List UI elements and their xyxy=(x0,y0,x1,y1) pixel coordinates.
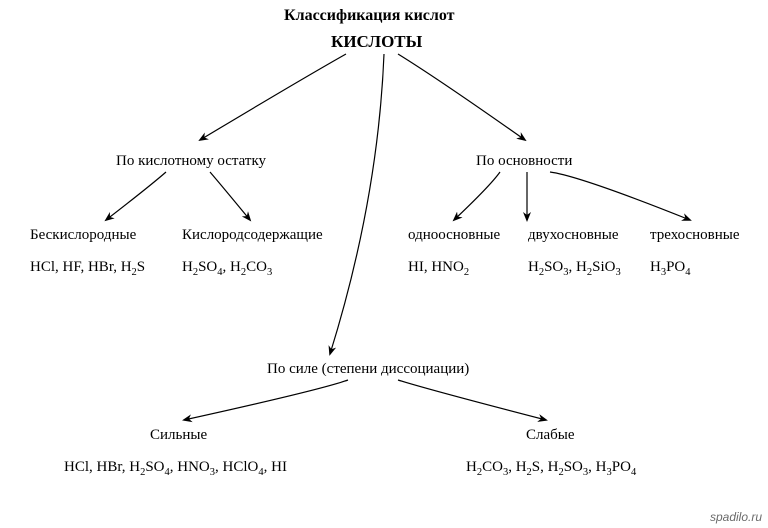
leaf-weak-examples: H2CO3, H2S, H2SO3, H3PO4 xyxy=(466,458,636,480)
leaf-oxygen-free-examples: HCl, HF, HBr, H2S xyxy=(30,258,145,280)
leaf-tri-examples: H3PO4 xyxy=(650,258,691,280)
leaf-mono-head: одноосновные xyxy=(408,226,500,244)
root-node: КИСЛОТЫ xyxy=(331,32,422,52)
leaf-oxygen-examples: H2SO4, H2CO3 xyxy=(182,258,272,280)
leaf-tri-head: трехосновные xyxy=(650,226,740,244)
leaf-strong-head: Сильные xyxy=(150,426,207,444)
leaf-di-head: двухосновные xyxy=(528,226,619,244)
leaf-di-examples: H2SO3, H2SiO3 xyxy=(528,258,621,280)
diagram-title: Классификация кислот xyxy=(284,6,455,25)
leaf-strong-examples: HCl, HBr, H2SO4, HNO3, HClO4, HI xyxy=(64,458,287,480)
branch-by-basicity: По основности xyxy=(476,152,572,170)
leaf-mono-examples: HI, HNO2 xyxy=(408,258,469,280)
branch-by-strength: По силе (степени диссоциации) xyxy=(267,360,469,378)
leaf-oxygen-free-head: Бескислородные xyxy=(30,226,136,244)
attribution-text: spadilo.ru xyxy=(710,510,762,524)
branch-by-residue: По кислотному остатку xyxy=(116,152,266,170)
leaf-oxygen-head: Кислородсодержащие xyxy=(182,226,323,244)
leaf-weak-head: Слабые xyxy=(526,426,575,444)
